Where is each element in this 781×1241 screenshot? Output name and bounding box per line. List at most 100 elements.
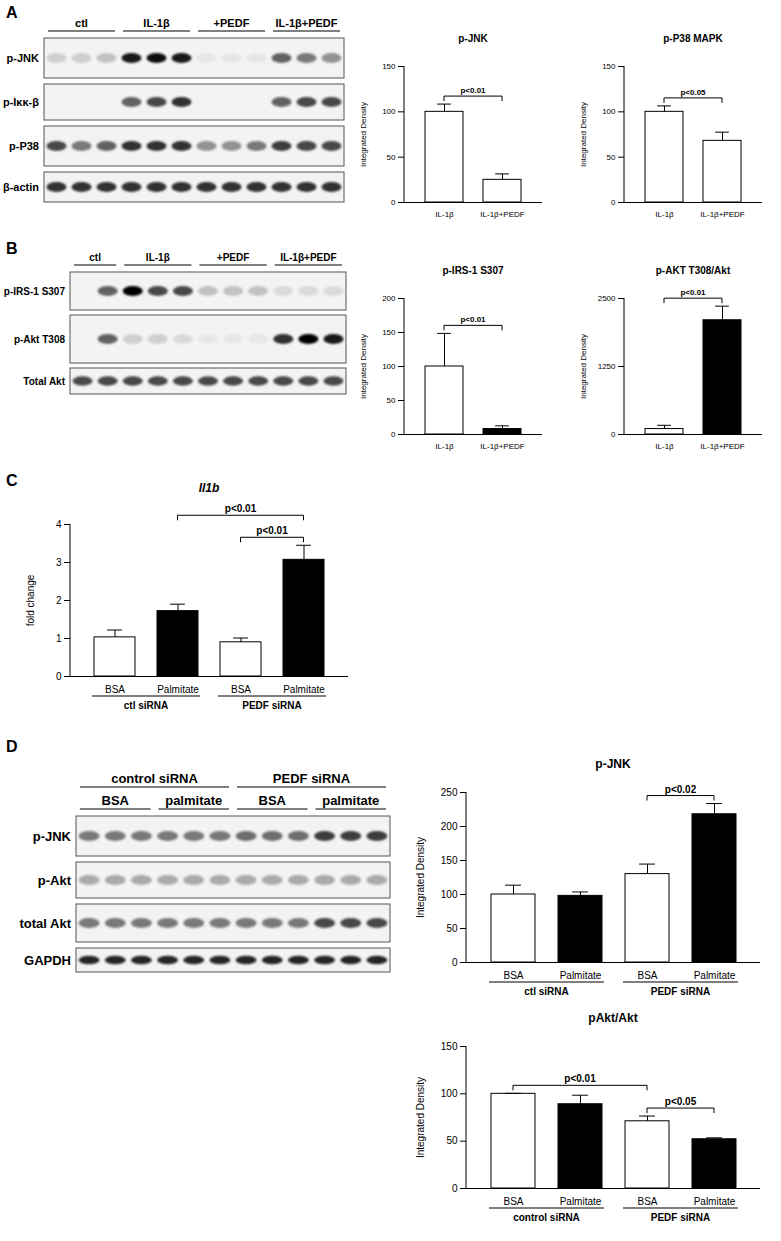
svg-text:p-Iκκ-β: p-Iκκ-β xyxy=(3,96,39,108)
svg-text:200: 200 xyxy=(382,294,396,303)
svg-text:1250: 1250 xyxy=(598,362,616,371)
svg-text:150: 150 xyxy=(441,1041,458,1052)
svg-text:D: D xyxy=(6,738,18,755)
svg-text:ctl siRNA: ctl siRNA xyxy=(124,700,168,711)
svg-text:BSA: BSA xyxy=(259,793,287,808)
svg-text:p<0.01: p<0.01 xyxy=(564,1073,596,1084)
svg-text:control siRNA: control siRNA xyxy=(513,1212,580,1223)
svg-text:BSA: BSA xyxy=(231,684,251,695)
svg-text:p<0.01: p<0.01 xyxy=(460,86,486,95)
svg-text:4: 4 xyxy=(56,519,62,530)
svg-text:A: A xyxy=(6,4,18,21)
svg-text:p-IRS-1 S307: p-IRS-1 S307 xyxy=(442,265,504,276)
svg-text:Palmitate: Palmitate xyxy=(694,1196,736,1207)
svg-text:p<0.01: p<0.01 xyxy=(460,315,486,324)
svg-text:palmitate: palmitate xyxy=(322,793,379,808)
svg-text:0: 0 xyxy=(452,957,458,968)
svg-text:200: 200 xyxy=(441,821,458,832)
svg-text:p<0.02: p<0.02 xyxy=(665,784,697,795)
svg-text:0: 0 xyxy=(611,198,616,207)
svg-text:Palmitate: Palmitate xyxy=(694,970,736,981)
svg-text:2: 2 xyxy=(56,595,62,606)
svg-text:IL-1β+PEDF: IL-1β+PEDF xyxy=(275,17,337,29)
svg-text:ctl: ctl xyxy=(75,17,88,29)
svg-text:100: 100 xyxy=(602,107,616,116)
svg-text:p<0.01: p<0.01 xyxy=(256,525,288,536)
svg-text:100: 100 xyxy=(441,889,458,900)
svg-text:250: 250 xyxy=(441,787,458,798)
svg-text:100: 100 xyxy=(382,107,396,116)
svg-text:+PEDF: +PEDF xyxy=(214,17,250,29)
svg-text:B: B xyxy=(6,240,18,257)
svg-text:Integrated Density: Integrated Density xyxy=(415,1077,426,1158)
svg-text:3: 3 xyxy=(56,557,62,568)
svg-text:50: 50 xyxy=(387,153,396,162)
svg-text:IL-1β: IL-1β xyxy=(435,210,454,219)
svg-text:50: 50 xyxy=(607,153,616,162)
svg-text:BSA: BSA xyxy=(105,684,125,695)
svg-text:p-P38: p-P38 xyxy=(9,140,39,152)
svg-text:IL-1β: IL-1β xyxy=(146,252,170,263)
svg-text:control siRNA: control siRNA xyxy=(111,771,198,786)
svg-text:IL-1β+PEDF: IL-1β+PEDF xyxy=(480,442,525,451)
svg-text:1: 1 xyxy=(56,633,62,644)
svg-text:IL-1β+PEDF: IL-1β+PEDF xyxy=(480,210,525,219)
svg-text:BSA: BSA xyxy=(637,1196,657,1207)
svg-text:total Akt: total Akt xyxy=(19,916,71,931)
svg-text:p-P38 MAPK: p-P38 MAPK xyxy=(663,33,723,44)
svg-text:+PEDF: +PEDF xyxy=(217,252,250,263)
svg-text:IL-1β: IL-1β xyxy=(435,442,454,451)
svg-text:50: 50 xyxy=(387,396,396,405)
svg-text:IL-1β+PEDF: IL-1β+PEDF xyxy=(700,442,745,451)
svg-text:0: 0 xyxy=(391,198,396,207)
svg-text:BSA: BSA xyxy=(637,970,657,981)
svg-text:PEDF siRNA: PEDF siRNA xyxy=(273,771,351,786)
svg-text:ctl siRNA: ctl siRNA xyxy=(524,986,568,997)
svg-text:Integrated Density: Integrated Density xyxy=(359,334,368,399)
svg-text:0: 0 xyxy=(452,1183,458,1194)
svg-text:PEDF siRNA: PEDF siRNA xyxy=(242,700,301,711)
svg-text:100: 100 xyxy=(441,1088,458,1099)
svg-text:Palmitate: Palmitate xyxy=(560,1196,602,1207)
svg-text:2500: 2500 xyxy=(598,294,616,303)
svg-text:BSA: BSA xyxy=(503,1196,523,1207)
svg-text:GAPDH: GAPDH xyxy=(24,953,71,968)
svg-text:p-Akt: p-Akt xyxy=(38,873,72,888)
svg-text:pAkt/Akt: pAkt/Akt xyxy=(588,1011,637,1025)
svg-text:IL-1β: IL-1β xyxy=(655,210,674,219)
svg-text:Total Akt: Total Akt xyxy=(23,376,65,387)
svg-text:p-JNK: p-JNK xyxy=(33,829,72,844)
svg-text:IL-1β: IL-1β xyxy=(143,17,170,29)
svg-text:p-IRS-1 S307: p-IRS-1 S307 xyxy=(4,286,66,297)
svg-text:100: 100 xyxy=(382,362,396,371)
svg-text:ctl: ctl xyxy=(89,252,101,263)
svg-text:IL-1β+PEDF: IL-1β+PEDF xyxy=(700,210,745,219)
svg-text:PEDF siRNA: PEDF siRNA xyxy=(651,1212,710,1223)
svg-text:p<0.01: p<0.01 xyxy=(225,503,257,514)
svg-text:150: 150 xyxy=(441,855,458,866)
svg-text:IL-1β+PEDF: IL-1β+PEDF xyxy=(280,252,336,263)
svg-text:50: 50 xyxy=(446,1135,458,1146)
svg-text:Palmitate: Palmitate xyxy=(560,970,602,981)
svg-text:fold change: fold change xyxy=(25,574,36,626)
svg-text:p<0.05: p<0.05 xyxy=(665,1096,697,1107)
svg-text:150: 150 xyxy=(382,62,396,71)
svg-text:C: C xyxy=(6,472,18,489)
svg-text:p-JNK: p-JNK xyxy=(595,757,631,771)
svg-text:0: 0 xyxy=(611,430,616,439)
svg-text:IL-1β: IL-1β xyxy=(655,442,674,451)
svg-text:p-Akt T308: p-Akt T308 xyxy=(14,334,66,345)
svg-text:0: 0 xyxy=(391,430,396,439)
svg-text:palmitate: palmitate xyxy=(165,793,222,808)
svg-text:Il1b: Il1b xyxy=(199,481,220,495)
svg-text:Integrated Density: Integrated Density xyxy=(359,102,368,167)
svg-text:p<0.05: p<0.05 xyxy=(680,88,706,97)
svg-text:Palmitate: Palmitate xyxy=(283,684,325,695)
svg-text:BSA: BSA xyxy=(503,970,523,981)
svg-text:150: 150 xyxy=(382,328,396,337)
svg-text:p-JNK: p-JNK xyxy=(458,33,488,44)
svg-text:PEDF siRNA: PEDF siRNA xyxy=(651,986,710,997)
svg-text:150: 150 xyxy=(602,62,616,71)
svg-text:p<0.01: p<0.01 xyxy=(680,288,706,297)
svg-text:Palmitate: Palmitate xyxy=(157,684,199,695)
